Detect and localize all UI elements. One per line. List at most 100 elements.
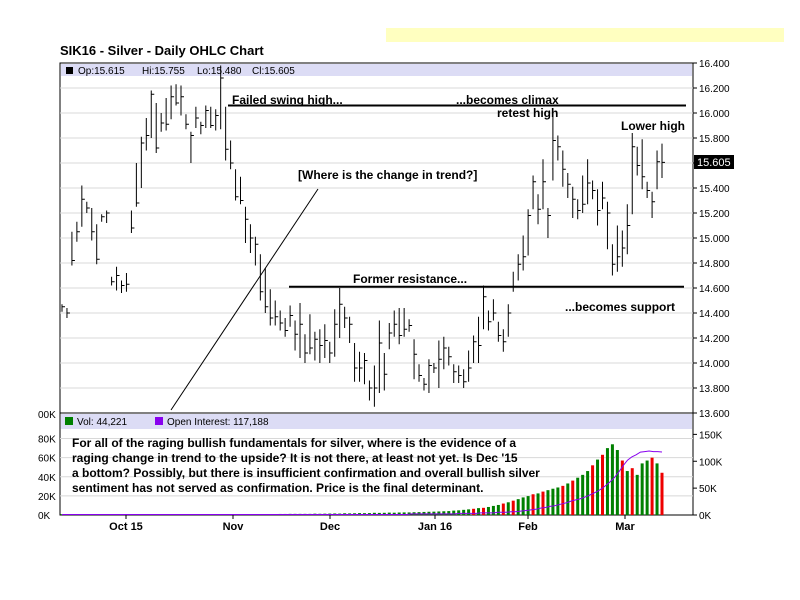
legend-vol: Vol: 44,221: [77, 417, 127, 428]
ohlc-bar: [468, 350, 472, 382]
ohlc-bar: [91, 208, 95, 241]
volume-bar: [596, 459, 600, 515]
volume-bar: [397, 512, 401, 515]
volume-bar: [377, 512, 381, 515]
annotation-becomes-climax: ...becomes climax: [456, 93, 559, 107]
ohlc-bar: [606, 201, 611, 250]
oi-tick-label: 100K: [699, 457, 723, 468]
volume-tick-label: 80K: [38, 435, 56, 446]
ohlc-bar: [398, 308, 403, 345]
volume-bar: [427, 511, 431, 515]
oi-tick-label: 150K: [699, 430, 723, 441]
ohlc-bar: [368, 380, 373, 401]
ohlc-bar: [101, 214, 105, 222]
volume-bar: [625, 471, 629, 515]
volume-tick-label: 20K: [38, 492, 56, 503]
price-tick-label: 13.800: [699, 384, 730, 395]
ohlc-bar: [220, 65, 224, 130]
price-tick-label: 14.200: [699, 334, 730, 345]
x-tick-label: Feb: [518, 521, 538, 533]
x-tick-label: Nov: [223, 521, 245, 533]
volume-bar: [402, 512, 406, 515]
ohlc-bar: [106, 210, 110, 223]
ohlc-bar: [121, 280, 125, 293]
volume-bar: [561, 485, 565, 515]
ohlc-bar: [487, 310, 492, 331]
ohlc-bar: [611, 244, 616, 276]
volume-bar: [660, 472, 664, 515]
volume-bar: [586, 471, 590, 515]
volume-bar: [581, 474, 585, 515]
ohlc-bar: [597, 189, 601, 226]
volume-bar: [467, 509, 471, 515]
volume-bar: [655, 463, 659, 515]
ohlc-bar: [359, 351, 363, 382]
ohlc-bar: [438, 340, 442, 388]
ohlc-bar: [284, 318, 289, 337]
volume-bar: [491, 505, 495, 515]
ohlc-bar: [616, 225, 621, 272]
x-tick-label: Jan 16: [418, 521, 452, 533]
ohlc-bar: [592, 180, 596, 200]
ohlc-bar: [240, 176, 244, 205]
ohlc-bar: [81, 185, 85, 227]
volume-bar: [600, 454, 604, 515]
ohlc-bar: [210, 106, 214, 128]
ohlc-bar: [567, 173, 571, 198]
comment-line: sentiment has not served as confirmation…: [72, 481, 483, 495]
ohlc-bar: [587, 159, 591, 205]
ohlc-bar: [309, 314, 313, 355]
price-tick-label: 14.400: [699, 309, 730, 320]
ohlc-bar: [334, 309, 338, 357]
ohlc-bar: [180, 85, 185, 116]
ohlc-bar: [373, 365, 378, 407]
volume-bar: [546, 490, 550, 515]
trend-question-line: [170, 188, 319, 411]
ohlc-bar: [259, 254, 264, 301]
ohlc-bar: [200, 121, 204, 135]
ohlc-bar: [76, 221, 80, 242]
volume-bar: [645, 460, 649, 515]
ohlc-bar: [661, 143, 665, 178]
ohlc-bar: [111, 276, 115, 286]
ohlc-bar: [86, 201, 90, 213]
price-tick-label: 13.600: [699, 409, 730, 420]
volume-bar: [556, 487, 560, 515]
ohlc-bar: [269, 289, 274, 326]
price-axis: 16.40016.20016.00015.80015.60015.40015.2…: [693, 59, 730, 420]
legend-lo: Lo:15.480: [197, 66, 242, 77]
ohlc-bar: [562, 150, 566, 187]
volume-bar: [437, 511, 441, 515]
ohlc-bar: [388, 323, 393, 350]
ohlc-bar: [542, 159, 546, 210]
price-tick-label: 14.800: [699, 259, 730, 270]
x-tick-label: Mar: [615, 521, 635, 533]
oi-tick-label: 0K: [699, 511, 712, 522]
volume-bar: [506, 502, 510, 515]
ohlc-bar: [651, 191, 656, 218]
x-axis: Oct 15 Nov Dec Jan 16 Feb Mar: [109, 515, 635, 533]
price-legend-band: [61, 64, 692, 76]
ohlc-bar: [428, 359, 432, 393]
volume-bar: [481, 507, 485, 515]
ohlc-bar: [601, 181, 606, 210]
ohlc-bar: [463, 369, 467, 388]
ohlc-bar: [235, 169, 239, 201]
annotation-lower-high: Lower high: [621, 119, 685, 133]
volume-bar: [452, 510, 456, 515]
ohlc-bar: [448, 346, 452, 366]
ohlc-bar: [478, 316, 482, 363]
ohlc-bar: [254, 236, 259, 266]
top-banner: [386, 28, 784, 42]
volume-bar: [407, 512, 411, 515]
volume-tick-label: 60K: [38, 454, 56, 465]
annotation-former-resistance: Former resistance...: [353, 272, 467, 286]
volume-bar: [571, 480, 575, 515]
ohlc-bar: [195, 106, 199, 128]
ohlc-bar: [517, 254, 522, 281]
price-tick-label: 16.400: [699, 59, 730, 70]
ohlc-bar: [135, 163, 140, 207]
ohlc-bar: [621, 230, 626, 267]
ohlc-bar: [552, 114, 556, 181]
volume-bar: [566, 483, 570, 515]
